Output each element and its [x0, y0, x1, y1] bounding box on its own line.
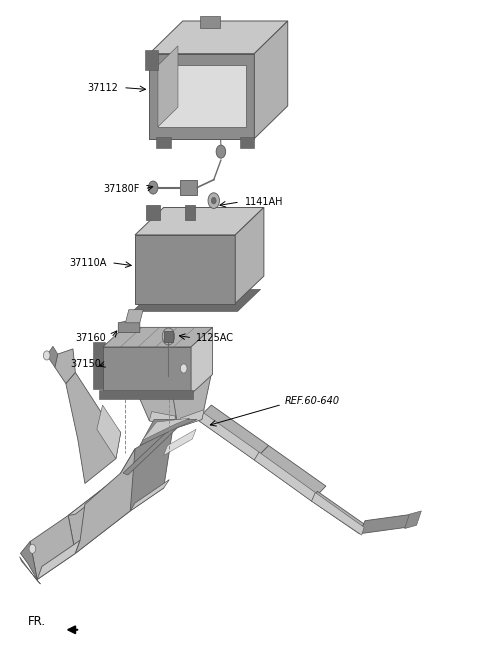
Polygon shape [200, 16, 220, 28]
Circle shape [211, 197, 216, 204]
Polygon shape [164, 429, 196, 455]
Polygon shape [130, 480, 169, 511]
Polygon shape [197, 411, 259, 460]
Polygon shape [55, 349, 75, 384]
Polygon shape [135, 235, 235, 304]
Polygon shape [164, 331, 173, 342]
Polygon shape [158, 66, 246, 127]
Polygon shape [405, 511, 421, 529]
Polygon shape [149, 54, 254, 138]
Polygon shape [68, 473, 130, 554]
Polygon shape [132, 289, 261, 312]
Polygon shape [171, 344, 211, 427]
Polygon shape [123, 426, 178, 475]
Text: FR.: FR. [28, 615, 46, 628]
Polygon shape [20, 557, 40, 584]
Polygon shape [68, 472, 130, 516]
Polygon shape [120, 426, 173, 511]
Polygon shape [140, 419, 197, 445]
Polygon shape [97, 405, 120, 459]
Polygon shape [191, 327, 213, 394]
Text: 37110A: 37110A [69, 258, 107, 268]
Polygon shape [103, 347, 191, 394]
Polygon shape [75, 449, 135, 554]
Polygon shape [235, 207, 264, 304]
Polygon shape [144, 51, 158, 70]
Polygon shape [99, 390, 193, 400]
Polygon shape [146, 205, 160, 220]
Polygon shape [254, 21, 288, 138]
Circle shape [216, 145, 226, 158]
Polygon shape [37, 541, 80, 579]
Polygon shape [254, 445, 326, 501]
Polygon shape [312, 491, 364, 534]
Polygon shape [66, 373, 120, 483]
Text: 37180F: 37180F [103, 184, 140, 194]
Polygon shape [149, 411, 176, 426]
Polygon shape [197, 405, 269, 460]
Circle shape [148, 181, 158, 194]
Polygon shape [312, 493, 364, 535]
Polygon shape [103, 327, 213, 347]
Circle shape [180, 364, 187, 373]
Polygon shape [47, 346, 58, 367]
Polygon shape [360, 514, 413, 534]
Text: REF.60-640: REF.60-640 [284, 396, 339, 406]
Circle shape [43, 351, 50, 360]
Polygon shape [135, 207, 264, 235]
Text: 1125AC: 1125AC [196, 333, 234, 343]
Polygon shape [156, 137, 171, 148]
Polygon shape [178, 409, 204, 427]
Text: 1141AH: 1141AH [245, 197, 283, 207]
Polygon shape [125, 310, 143, 323]
Polygon shape [158, 46, 178, 127]
Polygon shape [180, 180, 197, 195]
Polygon shape [142, 418, 190, 440]
Polygon shape [254, 452, 315, 501]
Polygon shape [149, 21, 288, 54]
Polygon shape [118, 319, 140, 333]
Circle shape [208, 193, 219, 209]
Polygon shape [21, 542, 37, 579]
Text: 37150: 37150 [71, 359, 102, 369]
Polygon shape [240, 137, 254, 148]
Text: 37112: 37112 [87, 83, 118, 92]
Polygon shape [185, 205, 195, 220]
Polygon shape [93, 342, 105, 389]
Text: 37160: 37160 [76, 333, 107, 343]
Polygon shape [137, 354, 185, 426]
Circle shape [29, 544, 36, 554]
Polygon shape [30, 516, 75, 579]
